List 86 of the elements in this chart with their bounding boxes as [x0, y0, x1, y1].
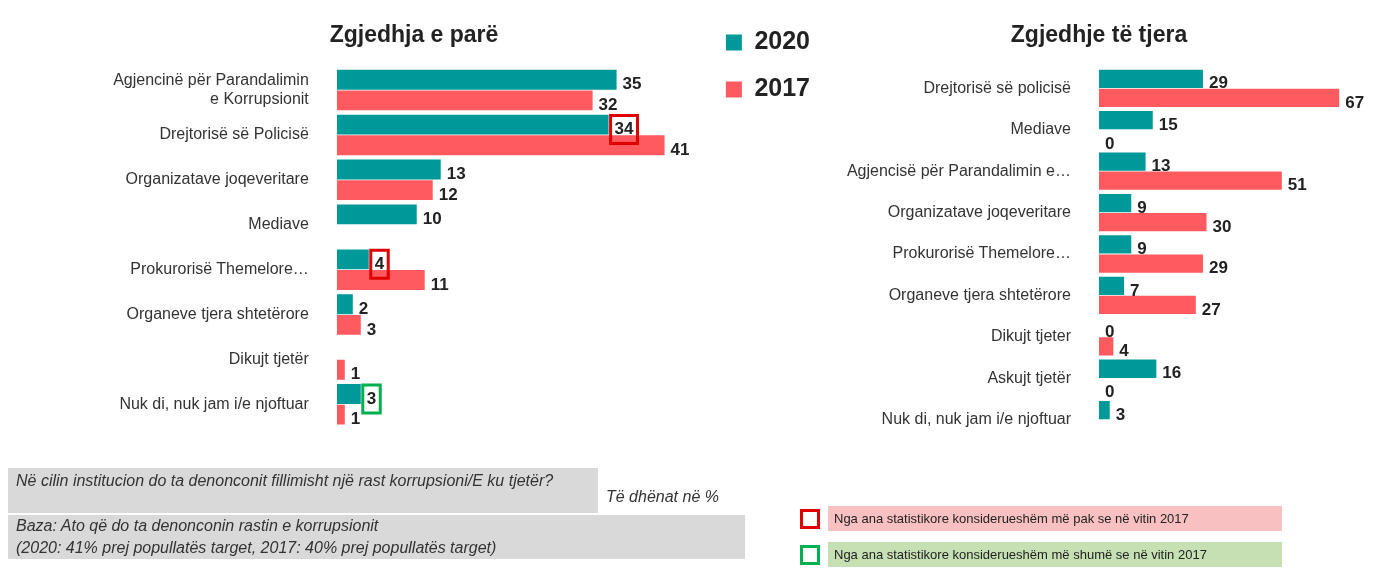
chart-title: Zgjedhje të tjera	[1010, 21, 1188, 48]
text: (2020: 41% prej popullatës target, 2017: 40% prej popullatës target)	[16, 538, 498, 558]
y-tick-label: Drejtorisë së Policisë	[159, 125, 309, 143]
bar	[1099, 69, 1203, 88]
y-tick-label: Askujt tjetër	[987, 368, 1072, 386]
bar	[336, 180, 433, 201]
data-label: 10	[422, 209, 442, 229]
data-label: 0	[1105, 322, 1115, 341]
data-label: 7	[1130, 280, 1140, 300]
text: Baza: Ato që do ta denonconin rastin e korrupsionit	[16, 516, 380, 536]
data-label: 3	[366, 388, 377, 408]
data-label: 35	[622, 74, 642, 94]
y-tick-label: Nuk di, nuk jam i/e njoftuar	[119, 394, 310, 412]
text: Nga ana statistikore konsiderueshëm më shumë se në vitin 2017	[828, 542, 1282, 567]
data-label: 12	[438, 184, 458, 204]
data-label: 13	[446, 164, 466, 184]
y-tick-label: Organeve tjera shtetërore	[888, 285, 1072, 303]
data-label: 30	[1212, 216, 1232, 236]
y-tick-label: Agjencisë për Parandalimin e…	[846, 161, 1071, 179]
y-tick-label: Drejtorisë së policisë	[923, 78, 1072, 96]
bar	[336, 404, 345, 425]
bar	[336, 384, 361, 404]
data-label: 3	[1115, 404, 1126, 424]
y-tick-label: Organizatave joqeveritare	[887, 202, 1072, 220]
bar	[1099, 235, 1132, 254]
data-label: 0	[1105, 382, 1115, 402]
y-tick-label: Mediave	[1010, 120, 1072, 138]
bar	[1099, 337, 1114, 356]
data-label: 9	[1137, 239, 1147, 259]
text: Në cilin institucion do ta denonconit fillimisht një rast korrupsioni/E ku tjetër?	[8, 468, 598, 513]
y-tick-label: Organeve tjera shtetërore	[126, 304, 309, 322]
bar	[336, 359, 345, 380]
bar	[336, 135, 665, 156]
data-label: 15	[1158, 114, 1178, 134]
data-label: 11	[430, 274, 449, 294]
bar	[336, 90, 593, 111]
bar	[336, 294, 353, 315]
bar	[1099, 401, 1110, 420]
bar	[1099, 212, 1207, 232]
data-label: 0	[1105, 133, 1115, 153]
y-tick-label: Mediave	[248, 215, 309, 233]
legend-label: 2017	[754, 73, 811, 102]
bar	[1099, 88, 1340, 107]
bar	[1099, 152, 1146, 171]
bar	[1099, 171, 1282, 190]
bar	[1099, 111, 1153, 130]
y-tick-label: Agjencinë për Parandalimin e Korrupsionit	[113, 70, 310, 108]
data-label: 3	[366, 319, 377, 339]
text: Të dhënat në %	[606, 487, 719, 507]
data-label: 9	[1137, 197, 1147, 217]
bar	[1099, 295, 1196, 315]
data-label: 34	[614, 119, 635, 139]
data-label: 27	[1201, 299, 1221, 319]
data-label: 29	[1208, 73, 1228, 93]
bar	[1099, 359, 1157, 378]
bar	[336, 314, 361, 335]
y-tick-label: Dikujt tjetër	[228, 349, 310, 367]
text: Nga ana statistikore konsiderueshëm më pak se në vitin 2017	[828, 506, 1282, 531]
data-label: 4	[1119, 341, 1130, 361]
y-tick-label: Dikujt tjeter	[990, 327, 1072, 345]
data-label: 1	[350, 409, 361, 429]
data-label: 13	[1151, 156, 1171, 176]
y-tick-label: Nuk di, nuk jam i/e njoftuar	[881, 410, 1072, 428]
data-label: 67	[1345, 92, 1365, 112]
data-label: 1	[350, 364, 361, 384]
data-label: 2	[358, 298, 369, 318]
data-label: 51	[1287, 175, 1307, 195]
bar	[336, 270, 425, 290]
bar	[336, 159, 441, 180]
chart-title: Zgjedhja e parë	[329, 21, 499, 48]
data-label: 41	[670, 139, 690, 159]
y-tick-label: Prokurorisë Themelore…	[130, 260, 309, 278]
data-label: 16	[1162, 363, 1182, 383]
data-label: 4	[374, 254, 385, 274]
y-tick-label: Organizatave joqeveritare	[125, 170, 309, 188]
data-label: 32	[598, 95, 618, 115]
legend-label: 2020	[754, 26, 811, 55]
y-tick-label: Prokurorisë Themelore…	[892, 244, 1071, 262]
bar	[1099, 193, 1132, 213]
bar	[336, 249, 369, 270]
bar	[336, 114, 609, 135]
bar	[1099, 254, 1203, 273]
bar	[1099, 276, 1125, 296]
bar	[336, 69, 617, 90]
bar	[336, 204, 417, 225]
data-label: 29	[1208, 258, 1228, 278]
